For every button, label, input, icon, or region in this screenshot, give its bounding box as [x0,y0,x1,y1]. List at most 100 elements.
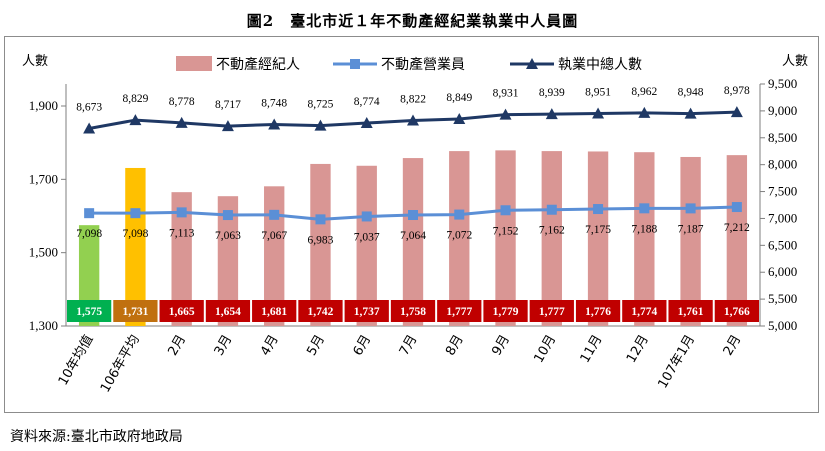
x-tick-label: 10月 [532,333,560,366]
point-value-label: 7,212 [724,222,750,234]
figure-title: 圖2 臺北市近１年不動產經紀業執業中人員圖 [246,12,579,30]
point-value-label: 7,162 [539,225,565,237]
x-tick-label: 2月 [721,333,745,359]
point-marker-triangle [129,114,142,126]
left-tick-label: 1,500 [29,245,58,260]
point-marker-triangle [592,107,605,119]
source-note: 資料來源:臺北市政府地政局 [10,429,183,445]
point-value-label: 8,673 [76,101,102,113]
bar-value-box [714,300,759,322]
x-tick-label: 106年平均 [98,333,143,396]
bar-value-box [159,300,204,322]
x-tick-label: 107年1月 [656,333,699,392]
point-marker-square [269,209,280,220]
x-tick-label: 2月 [165,333,189,359]
x-tick-label: 10年均值 [55,332,97,388]
point-value-label: 8,829 [122,93,148,105]
point-marker-square [176,207,187,218]
x-tick-label: 6月 [351,333,375,359]
bar-value-box [205,300,251,322]
x-tick-label: 12月 [624,333,652,366]
bar-value-box [67,300,112,322]
left-axis-title: 人數 [22,54,48,69]
point-marker-triangle [684,107,697,119]
point-marker-square [454,209,465,220]
bar-value-box [575,300,621,322]
point-value-label: 8,931 [493,88,519,100]
point-marker-triangle [407,114,419,126]
point-marker-triangle [175,116,188,128]
x-tick-label: 7月 [397,333,421,359]
x-tick-label: 9月 [489,333,513,359]
point-value-label: 7,067 [261,230,287,242]
bar-value-label: 1,737 [354,306,380,318]
right-tick-label: 5,500 [768,291,797,306]
left-tick-label: 1,700 [29,171,58,186]
point-marker-triangle [730,106,743,118]
bar [680,156,701,326]
point-value-label: 8,939 [539,87,565,99]
bar [634,152,655,326]
x-tick-label: 5月 [304,333,328,359]
point-value-label: 7,037 [354,231,380,243]
bar-value-box [529,300,574,322]
legend-marker-square [350,59,360,69]
x-tick-label: 4月 [258,333,282,359]
point-marker-square [130,208,141,219]
bar [726,155,748,326]
right-axis-title: 人數 [782,54,808,69]
point-value-label: 7,152 [493,225,519,237]
legend-swatch-bar [176,56,212,71]
point-marker-triangle [499,108,512,120]
right-tick-label: 6,500 [768,237,797,252]
point-value-label: 7,187 [678,223,704,235]
point-marker-triangle [545,108,558,120]
point-value-label: 8,717 [215,99,241,111]
point-value-label: 8,774 [354,96,380,108]
point-marker-square [593,204,604,215]
bar-value-label: 1,681 [261,306,287,318]
x-tick-label: 11月 [578,333,606,366]
point-value-label: 8,978 [724,85,750,97]
point-marker-square [361,211,372,222]
bar-value-box [298,300,343,322]
bar-value-label: 1,575 [76,306,102,318]
bar-value-label: 1,774 [631,306,657,318]
bar-value-box [483,300,528,322]
point-value-label: 8,778 [169,96,195,108]
right-tick-label: 9,000 [768,103,797,118]
bar-value-box [437,300,482,322]
legend-label: 不動產營業員 [381,56,465,73]
point-marker-triangle [360,117,373,129]
point-marker-triangle [83,122,96,134]
bar-value-label: 1,758 [400,306,426,318]
point-marker-square [685,203,696,214]
point-value-label: 6,983 [308,234,334,246]
point-value-label: 7,072 [446,230,472,242]
left-tick-label: 1,300 [29,318,58,333]
bar-value-box [668,300,713,322]
bar-value-box [113,300,158,322]
point-value-label: 8,948 [678,87,704,99]
point-marker-square [408,210,418,221]
chart-frame [4,36,819,413]
point-value-label: 8,748 [261,97,287,109]
point-value-label: 7,175 [585,224,611,236]
point-value-label: 8,822 [400,93,426,105]
point-marker-square [639,203,650,214]
point-marker-square [315,214,326,225]
right-tick-label: 8,500 [768,130,797,145]
point-value-label: 7,113 [169,227,195,239]
bar-value-label: 1,665 [169,306,195,318]
point-value-label: 7,098 [122,228,148,240]
point-marker-triangle [314,119,327,131]
point-value-label: 8,962 [631,86,657,98]
bar [449,151,470,326]
bar-value-label: 1,776 [585,306,611,318]
bar-value-box [344,300,389,322]
point-value-label: 8,725 [308,99,334,111]
bar [217,196,239,326]
bar [125,167,146,326]
bar-value-label: 1,777 [446,306,472,318]
